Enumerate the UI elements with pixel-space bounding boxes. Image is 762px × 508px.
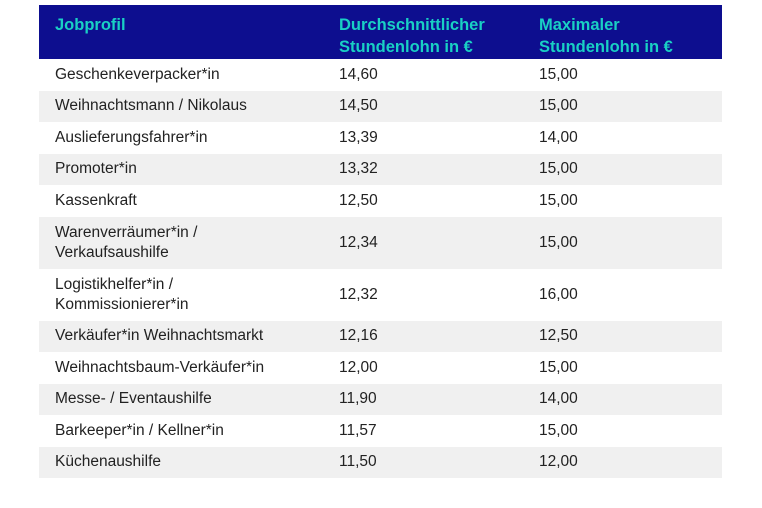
max-cell: 15,00 — [523, 90, 722, 122]
max-cell: 15,00 — [523, 216, 722, 269]
job-cell: Auslieferungsfahrer*in — [39, 122, 323, 154]
max-cell: 14,00 — [523, 122, 722, 154]
job-cell: Logistikhelfer*in / Kommissionierer*in — [39, 268, 323, 321]
table-row: Weihnachtsmann / Nikolaus 14,50 15,00 — [39, 90, 722, 122]
max-cell: 15,00 — [523, 153, 722, 185]
job-cell: Promoter*in — [39, 153, 323, 185]
avg-cell: 11,90 — [323, 383, 523, 415]
table-row: Messe- / Eventaushilfe 11,90 14,00 — [39, 383, 722, 415]
table-row: Kassenkraft 12,50 15,00 — [39, 185, 722, 217]
job-cell: Warenverräumer*in / Verkaufsaushilfe — [39, 216, 323, 269]
header-average-wage: Durchschnittlicher Stundenlohn in € — [323, 5, 523, 59]
table-header-row: Jobprofil Durchschnittlicher Stundenlohn … — [39, 5, 722, 59]
wage-table-container: Jobprofil Durchschnittlicher Stundenlohn … — [39, 5, 722, 478]
avg-cell: 13,39 — [323, 122, 523, 154]
avg-cell: 11,50 — [323, 446, 523, 478]
avg-cell: 12,00 — [323, 352, 523, 384]
max-cell: 12,50 — [523, 320, 722, 352]
job-cell: Verkäufer*in Weihnachtsmarkt — [39, 320, 323, 352]
table-row: Geschenkeverpacker*in 14,60 15,00 — [39, 59, 722, 91]
max-cell: 15,00 — [523, 352, 722, 384]
avg-cell: 12,32 — [323, 268, 523, 321]
table-row: Barkeeper*in / Kellner*in 11,57 15,00 — [39, 415, 722, 447]
max-cell: 15,00 — [523, 59, 722, 91]
avg-cell: 12,16 — [323, 320, 523, 352]
header-max-wage: Maximaler Stundenlohn in € — [523, 5, 722, 59]
avg-cell: 14,50 — [323, 90, 523, 122]
header-job: Jobprofil — [39, 5, 323, 59]
job-cell: Barkeeper*in / Kellner*in — [39, 415, 323, 447]
table-row: Auslieferungsfahrer*in 13,39 14,00 — [39, 122, 722, 154]
job-cell: Weihnachtsbaum-Verkäufer*in — [39, 352, 323, 384]
avg-cell: 12,34 — [323, 216, 523, 269]
avg-cell: 13,32 — [323, 153, 523, 185]
avg-cell: 14,60 — [323, 59, 523, 91]
job-cell: Küchenaushilfe — [39, 446, 323, 478]
max-cell: 15,00 — [523, 185, 722, 217]
avg-cell: 11,57 — [323, 415, 523, 447]
wage-table: Jobprofil Durchschnittlicher Stundenlohn … — [39, 5, 722, 478]
table-row: Warenverräumer*in / Verkaufsaushilfe 12,3… — [39, 216, 722, 269]
job-cell: Geschenkeverpacker*in — [39, 59, 323, 91]
table-row: Logistikhelfer*in / Kommissionierer*in 12… — [39, 268, 722, 321]
table-row: Promoter*in 13,32 15,00 — [39, 153, 722, 185]
table-row: Weihnachtsbaum-Verkäufer*in 12,00 15,00 — [39, 352, 722, 384]
job-cell: Messe- / Eventaushilfe — [39, 383, 323, 415]
max-cell: 12,00 — [523, 446, 722, 478]
max-cell: 16,00 — [523, 268, 722, 321]
max-cell: 14,00 — [523, 383, 722, 415]
table-row: Verkäufer*in Weihnachtsmarkt 12,16 12,50 — [39, 320, 722, 352]
max-cell: 15,00 — [523, 415, 722, 447]
job-cell: Kassenkraft — [39, 185, 323, 217]
job-cell: Weihnachtsmann / Nikolaus — [39, 90, 323, 122]
table-row: Küchenaushilfe 11,50 12,00 — [39, 446, 722, 478]
avg-cell: 12,50 — [323, 185, 523, 217]
